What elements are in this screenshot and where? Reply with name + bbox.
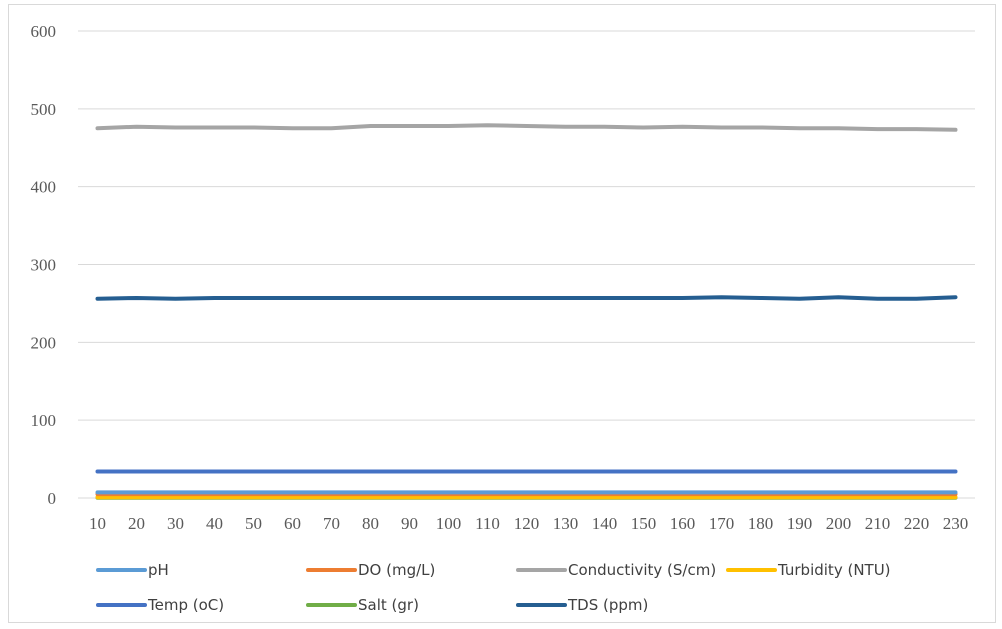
gridlines <box>78 30 975 499</box>
legend-label: Conductivity (S/cm) <box>568 561 716 579</box>
legend-item: Turbidity (NTU) <box>726 561 891 579</box>
legend-item: TDS (ppm) <box>516 596 648 614</box>
y-tick-label: 400 <box>31 178 57 197</box>
series-lines <box>95 123 958 500</box>
x-axis-ticks: 10 20 30 40 50 60 70 80 90 100 110 120 130 140 150 160 1… <box>89 514 968 533</box>
legend-item: DO (mg/L) <box>306 561 435 579</box>
x-tick-label: 180 <box>748 514 774 533</box>
chart-frame <box>8 4 996 623</box>
legend-label: Temp (oC) <box>147 596 224 614</box>
x-tick-label: 200 <box>826 514 852 533</box>
legend-label: DO (mg/L) <box>358 561 435 579</box>
legend-label: Turbidity (NTU) <box>777 561 891 579</box>
x-tick-label: 140 <box>592 514 618 533</box>
legend-item: Temp (oC) <box>96 596 224 614</box>
x-tick-label: 210 <box>865 514 891 533</box>
x-tick-label: 30 <box>167 514 184 533</box>
x-tick-label: 20 <box>128 514 145 533</box>
x-tick-label: 100 <box>436 514 462 533</box>
legend-label: TDS (ppm) <box>567 596 648 614</box>
x-tick-label: 70 <box>323 514 340 533</box>
legend: pH DO (mg/L) Conductivity (S/cm) Turbidity … <box>96 561 891 614</box>
legend-item: Salt (gr) <box>306 596 419 614</box>
legend-label: pH <box>148 561 169 579</box>
x-tick-label: 60 <box>284 514 301 533</box>
x-tick-label: 170 <box>709 514 735 533</box>
x-tick-label: 80 <box>362 514 379 533</box>
x-tick-label: 90 <box>401 514 418 533</box>
series-line-conductivity-s-cm <box>95 123 958 132</box>
x-tick-label: 110 <box>475 514 500 533</box>
x-tick-label: 130 <box>553 514 579 533</box>
y-tick-label: 200 <box>31 333 57 352</box>
x-tick-label: 40 <box>206 514 223 533</box>
x-tick-label: 10 <box>89 514 106 533</box>
legend-label: Salt (gr) <box>358 596 419 614</box>
x-tick-label: 120 <box>514 514 540 533</box>
x-tick-label: 230 <box>943 514 969 533</box>
y-tick-label: 500 <box>31 100 57 119</box>
y-tick-label: 300 <box>31 256 57 275</box>
y-axis-ticks: 0 100 200 300 400 500 600 <box>31 22 57 508</box>
series-line-tds-ppm <box>95 295 958 301</box>
x-tick-label: 160 <box>670 514 696 533</box>
x-tick-label: 220 <box>904 514 930 533</box>
legend-item: pH <box>96 561 169 579</box>
x-tick-label: 150 <box>631 514 657 533</box>
y-tick-label: 600 <box>31 22 57 41</box>
y-tick-label: 100 <box>31 411 57 430</box>
x-tick-label: 50 <box>245 514 262 533</box>
legend-item: Conductivity (S/cm) <box>516 561 716 579</box>
x-tick-label: 190 <box>787 514 813 533</box>
y-tick-label: 0 <box>48 489 57 508</box>
